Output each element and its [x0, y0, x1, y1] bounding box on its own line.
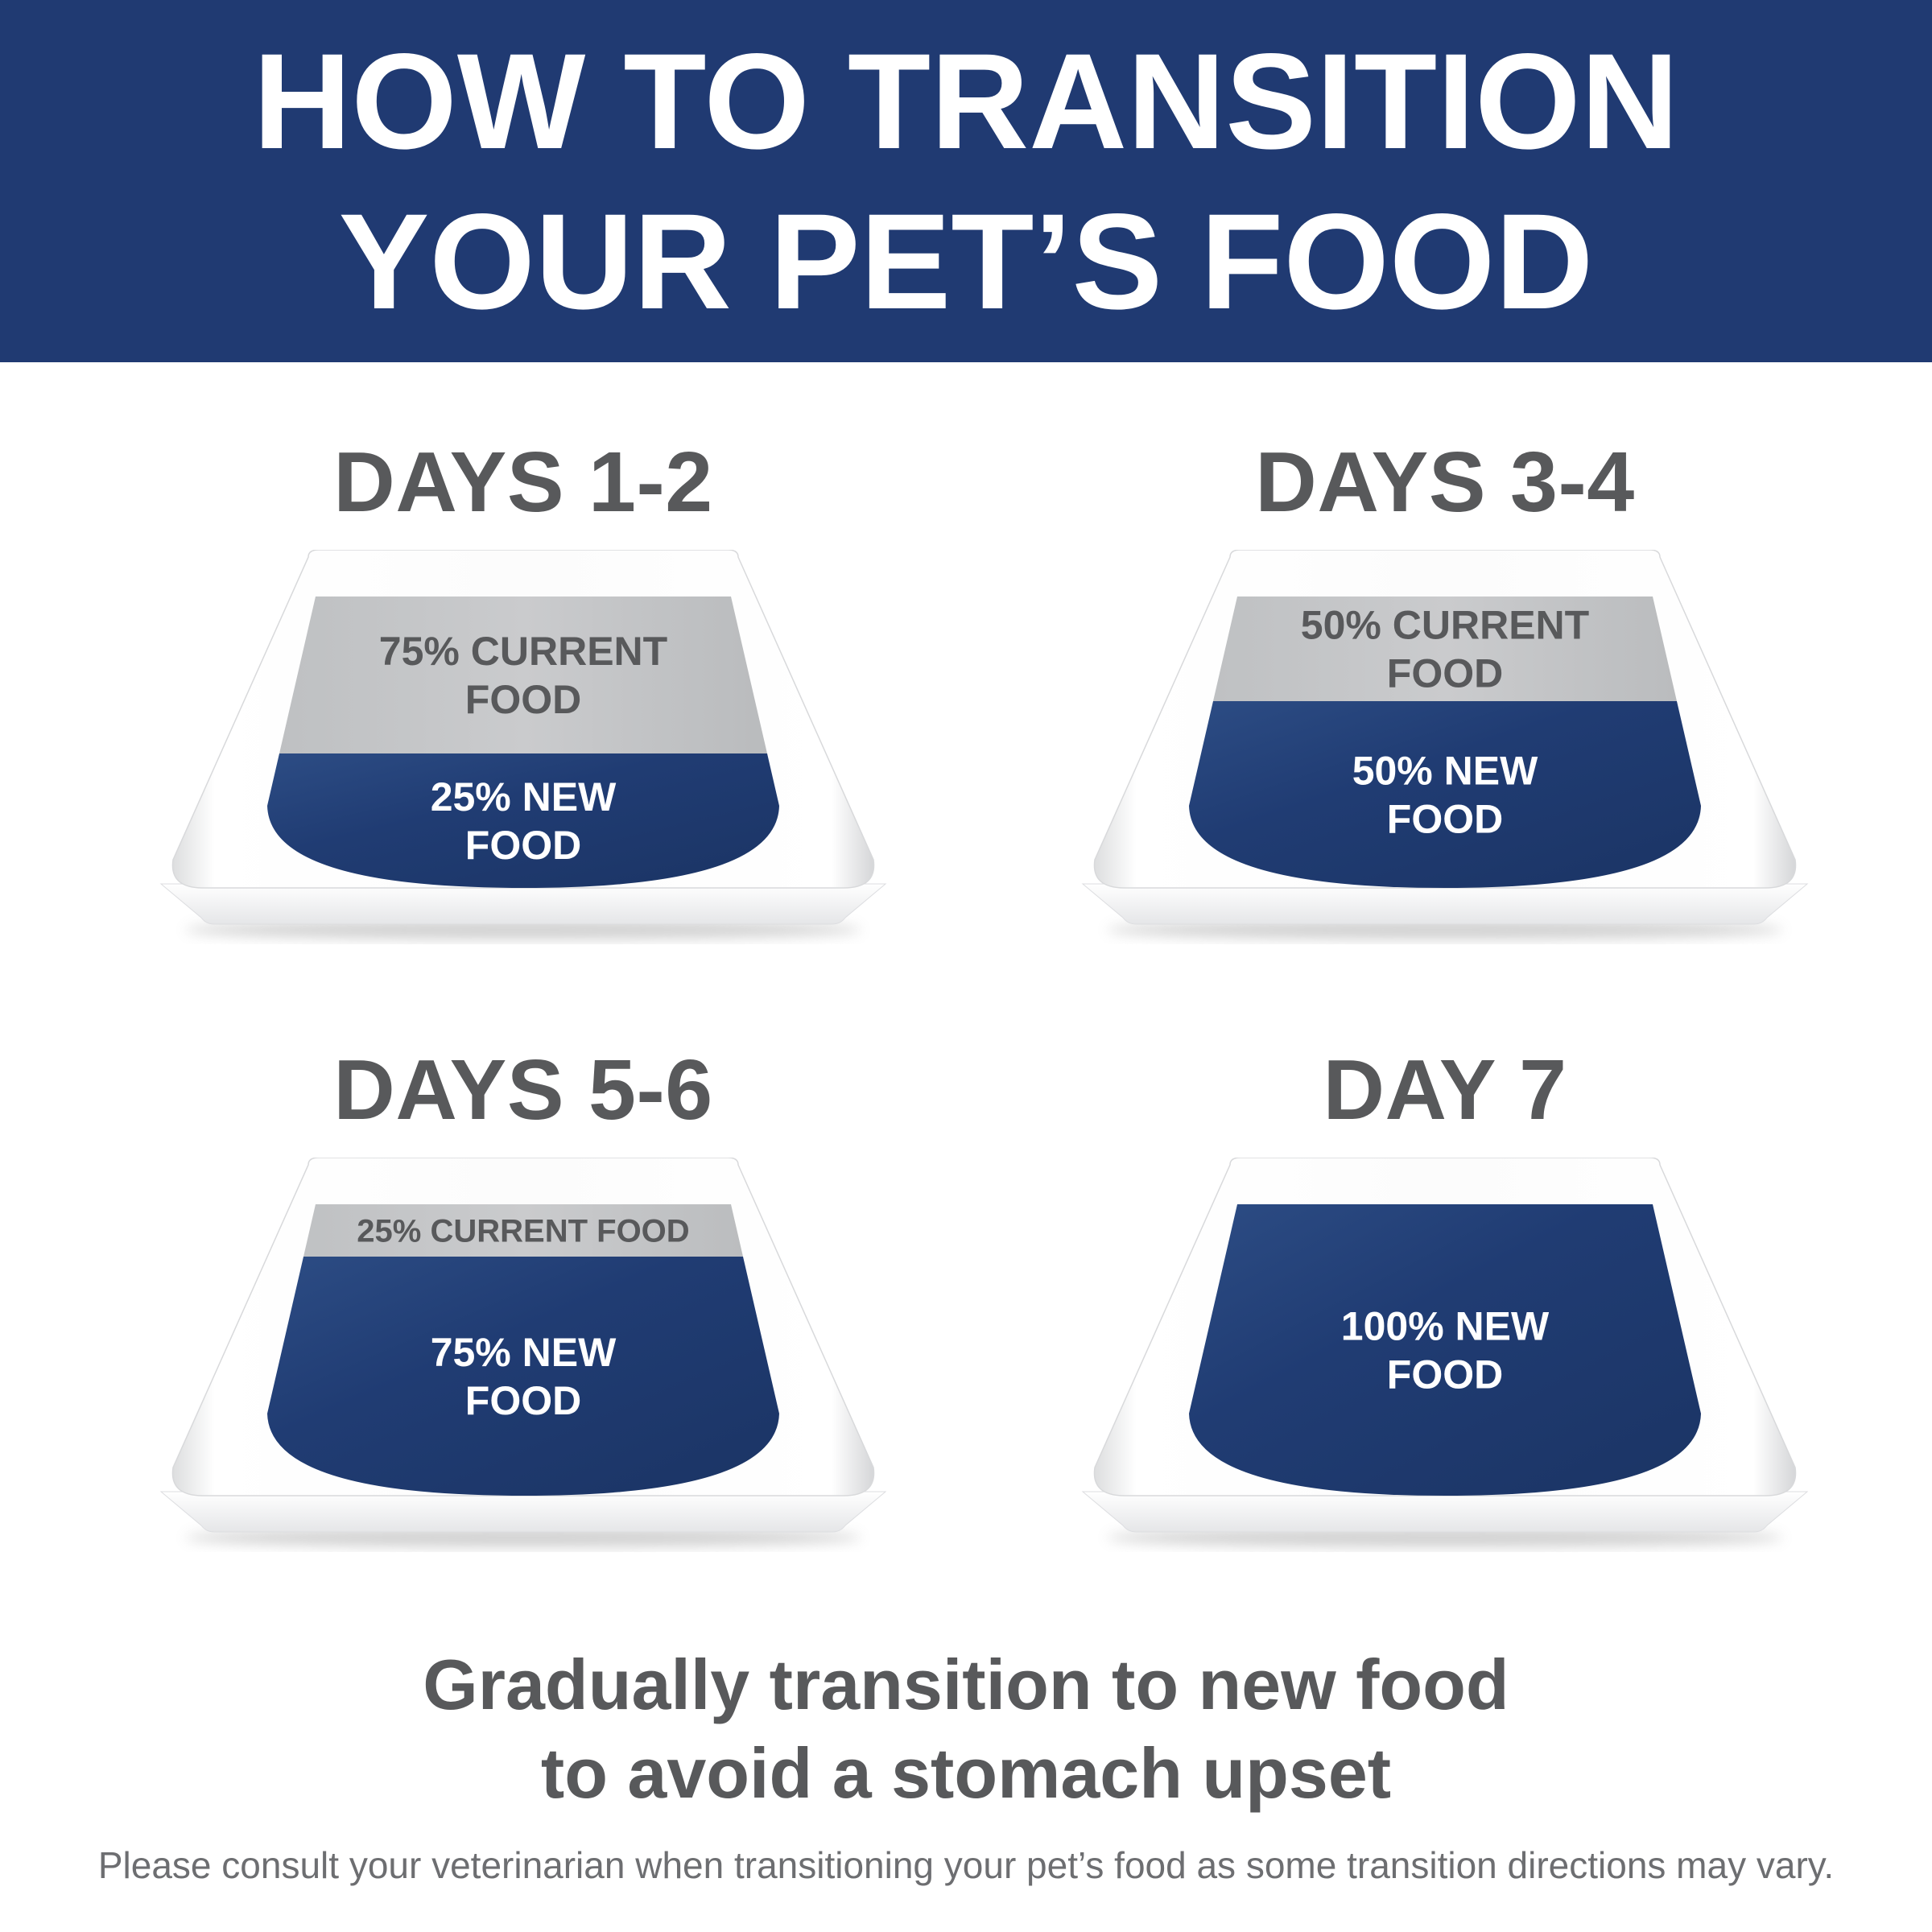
svg-text:25% CURRENT FOOD: 25% CURRENT FOOD	[357, 1214, 689, 1249]
svg-text:75% NEW: 75% NEW	[431, 1330, 617, 1375]
svg-text:FOOD: FOOD	[1387, 1352, 1503, 1397]
svg-text:50% NEW: 50% NEW	[1352, 749, 1538, 794]
svg-text:FOOD: FOOD	[465, 823, 581, 868]
svg-text:FOOD: FOOD	[1387, 797, 1503, 842]
svg-text:50% CURRENT: 50% CURRENT	[1301, 603, 1589, 648]
svg-text:FOOD: FOOD	[465, 1378, 581, 1423]
svg-text:FOOD: FOOD	[1387, 651, 1503, 696]
svg-text:25% NEW: 25% NEW	[431, 774, 617, 819]
svg-text:100% NEW: 100% NEW	[1341, 1304, 1550, 1349]
svg-text:75% CURRENT: 75% CURRENT	[379, 629, 667, 674]
svg-text:FOOD: FOOD	[465, 677, 581, 722]
